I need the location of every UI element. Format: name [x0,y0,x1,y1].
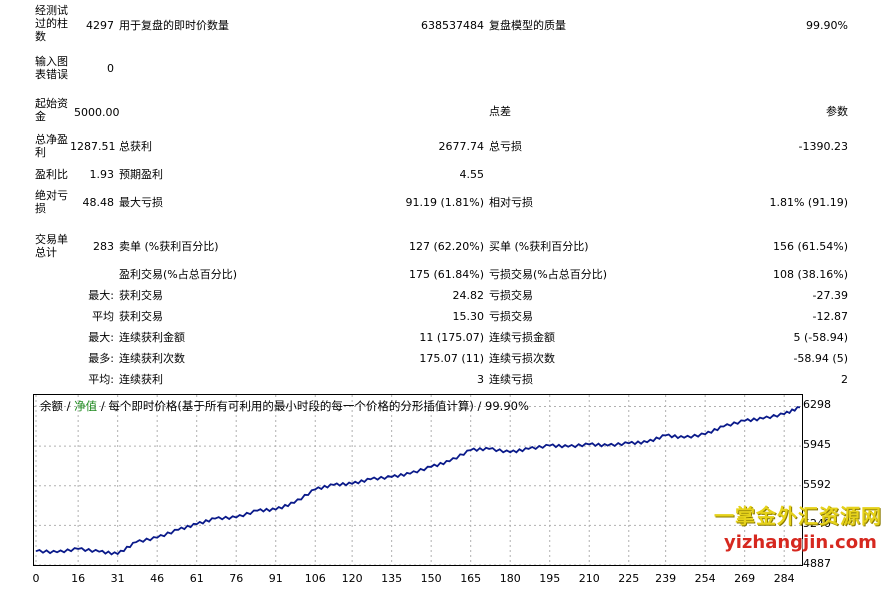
quality-label: 复盘模型的质量 [489,19,566,32]
total-trades-value: 283 [93,240,114,253]
average-loss-label: 亏损交易 [489,310,533,323]
x-tick-label: 91 [268,572,283,585]
largest-loss-label: 亏损交易 [489,289,533,302]
balance-chart-plot [34,395,802,565]
x-tick-label: 225 [618,572,640,585]
net-profit-value: 1287.51 [70,140,116,153]
x-tick-label: 239 [655,572,677,585]
ticks-label: 用于复盘的即时价数量 [119,19,229,32]
x-tick-label: 46 [150,572,165,585]
ticks-value: 638537484 [421,19,484,32]
x-tick-label: 0 [32,572,40,585]
x-tick-label: 76 [229,572,244,585]
deposit-label: 起始资金 [35,97,68,123]
gross-profit-label: 总获利 [119,140,152,153]
max-drawdown-value: 91.19 (1.81%) [405,196,484,209]
largest-loss-value: -27.39 [812,289,848,302]
x-tick-label: 61 [189,572,204,585]
x-tick-label: 150 [420,572,442,585]
long-trades-label: 买单 (%获利百分比) [489,240,589,253]
largest-profit-value: 24.82 [452,289,485,302]
x-tick-label: 106 [304,572,326,585]
x-tick-label: 195 [539,572,561,585]
legend-equity: 净值 [74,399,98,413]
loss-trades-value: 108 (38.16%) [772,268,848,281]
loss-trades-label: 亏损交易(%占总百分比) [489,268,608,281]
average-profit-label: 获利交易 [119,310,163,323]
x-tick-label: 269 [734,572,756,585]
quality-value: 99.90% [806,19,848,32]
chart-legend: 余额 / 净值 / 每个即时价格(基于所有可利用的最小时段的每一个价格的分形插值… [40,398,529,414]
largest-label: 最大: [88,289,114,302]
y-tick-label: 5945 [803,438,831,452]
legend-description: / 每个即时价格(基于所有可利用的最小时段的每一个价格的分形插值计算) / 99… [97,399,529,413]
rel-drawdown-value: 1.81% (91.19) [769,196,848,209]
short-trades-label: 卖单 (%获利百分比) [119,240,219,253]
errors-value: 0 [107,62,114,75]
average-label: 平均 [92,310,114,323]
legend-separator: / [63,399,75,413]
y-tick-label: 5592 [803,477,831,491]
watermark-url: yizhangjin.com [724,532,877,553]
max-consec-losses-label: 连续亏损金额 [489,331,555,344]
max-consec-label: 最大: [88,331,114,344]
bars-tested-value: 4297 [86,19,114,32]
expected-payoff-value: 4.55 [459,168,485,181]
balance-chart: 余额 / 净值 / 每个即时价格(基于所有可利用的最小时段的每一个价格的分形插值… [33,394,803,566]
x-tick-label: 254 [694,572,716,585]
spread-value: 参数 [826,105,848,118]
total-trades-label: 交易单总计 [35,233,68,259]
gross-loss-value: -1390.23 [798,140,848,153]
deposit-value: 5000.00 [74,106,120,119]
short-trades-value: 127 (62.20%) [408,240,484,253]
spread-label: 点差 [489,105,511,118]
max-consec-wins-label: 连续获利金额 [119,331,185,344]
largest-profit-label: 获利交易 [119,289,163,302]
x-tick-label: 210 [578,572,600,585]
profit-factor-label: 盈利比 [35,168,68,181]
abs-drawdown-value: 48.48 [82,196,115,209]
x-tick-label: 284 [773,572,795,585]
x-tick-label: 120 [341,572,363,585]
y-tick-label: 5240 [803,517,831,531]
bars-tested-label: 经测试过的柱数 [35,4,68,43]
profit-trades-label: 盈利交易(%占总百分比) [119,268,238,281]
average-profit-value: 15.30 [452,310,485,323]
long-trades-value: 156 (61.54%) [772,240,848,253]
profit-factor-value: 1.93 [89,168,115,181]
errors-label: 输入图表错误 [35,55,68,81]
legend-balance: 余额 [40,399,63,413]
most-consec-label: 最多: [88,352,114,365]
most-consec-loss-label: 连续亏损次数 [489,352,555,365]
most-consec-profit-label: 连续获利次数 [119,352,185,365]
max-consec-losses-value: 5 (-58.94) [793,331,848,344]
avg-consec-wins-value: 3 [477,373,484,386]
net-profit-label: 总净盈利 [35,133,68,159]
gross-profit-value: 2677.74 [438,140,485,153]
balance-series-line [35,406,801,556]
watermark-title: 一掌金外汇资源网 [714,504,882,528]
x-tick-label: 165 [460,572,482,585]
max-consec-wins-value: 11 (175.07) [419,331,484,344]
max-drawdown-label: 最大亏损 [119,196,163,209]
rel-drawdown-label: 相对亏损 [489,196,533,209]
gross-loss-label: 总亏损 [489,140,522,153]
average-loss-value: -12.87 [812,310,848,323]
avg-consec-wins-label: 连续获利 [119,373,163,386]
x-tick-label: 135 [381,572,403,585]
expected-payoff-label: 预期盈利 [119,168,163,181]
avg-consec-label: 平均: [88,373,114,386]
abs-drawdown-label: 绝对亏损 [35,189,68,215]
avg-consec-losses-label: 连续亏损 [489,373,533,386]
x-tick-label: 31 [110,572,125,585]
profit-trades-value: 175 (61.84%) [408,268,484,281]
avg-consec-losses-value: 2 [841,373,848,386]
x-tick-label: 180 [499,572,521,585]
y-tick-label: 4887 [803,557,831,570]
x-tick-label: 16 [71,572,86,585]
y-tick-label: 6298 [803,398,831,412]
most-consec-profit-value: 175.07 (11) [419,352,484,365]
most-consec-loss-value: -58.94 (5) [793,352,848,365]
